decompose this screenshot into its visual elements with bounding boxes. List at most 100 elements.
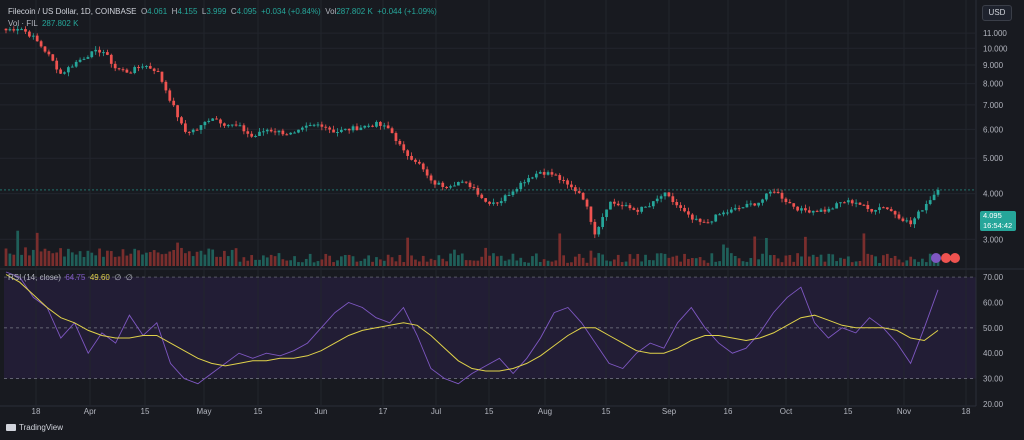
time-tick-label: Jun xyxy=(315,407,328,416)
volume-bar xyxy=(706,262,710,266)
candle-body xyxy=(363,125,367,128)
volume-bar xyxy=(905,260,909,266)
rsi-extra-value-2: ∅ xyxy=(125,273,133,282)
candle-body xyxy=(258,131,261,137)
candle-body xyxy=(417,161,421,164)
candle-body xyxy=(441,182,445,187)
candle-body xyxy=(414,159,417,162)
event-flag-icon[interactable] xyxy=(931,253,941,263)
volume-bar xyxy=(359,260,363,266)
volume-bar xyxy=(363,258,367,266)
volume-bar xyxy=(429,258,433,266)
volume-legend-value: 287.802 K xyxy=(41,19,79,28)
volume-bar xyxy=(156,252,160,266)
volume-bar xyxy=(125,255,129,266)
volume-bar xyxy=(488,255,491,266)
currency-button[interactable]: USD xyxy=(982,5,1012,21)
rsi-ma-value: 49.60 xyxy=(89,273,110,282)
candle-body xyxy=(885,207,889,210)
price-tick-label: 11.000 xyxy=(983,29,1007,38)
volume-bar xyxy=(464,260,468,266)
price-pane[interactable] xyxy=(0,0,976,268)
candle-body xyxy=(698,218,702,222)
price-tick-label: 6.000 xyxy=(983,125,1004,134)
candle-body xyxy=(827,208,831,212)
volume-bar xyxy=(714,261,718,266)
volume-bar xyxy=(800,256,803,266)
volume-bar xyxy=(620,262,624,266)
candle-body xyxy=(180,117,183,124)
volume-bar xyxy=(86,250,90,266)
high-value: 4.155 xyxy=(177,7,198,16)
time-tick-label: May xyxy=(196,407,211,416)
candle-body xyxy=(874,210,877,212)
volume-bar xyxy=(640,261,643,266)
candle-body xyxy=(47,51,51,55)
candle-body xyxy=(160,71,164,82)
volume-bar xyxy=(909,256,913,266)
volume-bar xyxy=(819,254,823,266)
time-tick-label: Jul xyxy=(431,407,441,416)
volume-bar xyxy=(784,255,788,266)
volume-bar xyxy=(823,261,827,266)
candle-body xyxy=(519,182,523,189)
symbol-title[interactable]: Filecoin / US Dollar, 1D, COINBASE xyxy=(8,7,137,16)
candle-body xyxy=(421,163,425,170)
open-label: O xyxy=(140,7,148,16)
candle-body xyxy=(554,174,558,176)
volume-bar xyxy=(351,256,355,266)
candle-body xyxy=(351,126,355,131)
candle-body xyxy=(757,202,760,206)
candle-body xyxy=(262,131,265,133)
candle-body xyxy=(343,128,347,130)
time-tick-label: 18 xyxy=(962,407,971,416)
candle-body xyxy=(242,125,246,132)
vol-change-value: +0.044 (+1.09%) xyxy=(377,7,437,16)
tradingview-logo[interactable]: TradingView xyxy=(6,423,63,432)
volume-bar xyxy=(102,256,105,266)
candle-body xyxy=(616,203,620,206)
volume-bar xyxy=(51,253,55,266)
volume-bar xyxy=(281,259,285,266)
candle-body xyxy=(176,105,179,118)
earnings-flag-icon[interactable] xyxy=(950,253,960,263)
volume-legend-label[interactable]: Vol · FIL xyxy=(8,19,38,28)
volume-bar xyxy=(710,253,714,266)
candle-body xyxy=(710,221,714,223)
volume-bar xyxy=(324,253,328,266)
time-tick-label: 16 xyxy=(724,407,733,416)
volume-bar xyxy=(320,259,324,266)
candle-body xyxy=(74,61,78,67)
volume-bar xyxy=(827,253,831,266)
volume-bar xyxy=(265,257,269,266)
volume-bar xyxy=(90,252,94,266)
dividend-flag-icon[interactable] xyxy=(941,253,951,263)
volume-bar xyxy=(375,257,378,266)
rsi-legend-label[interactable]: RSI (14, close) xyxy=(8,273,61,282)
volume-bar xyxy=(301,262,304,266)
volume-bar xyxy=(137,250,140,266)
candle-body xyxy=(815,210,819,212)
volume-bar xyxy=(328,255,332,266)
candle-body xyxy=(718,214,721,216)
volume-bar xyxy=(917,261,920,266)
candle-body xyxy=(772,191,776,193)
time-tick-label: 17 xyxy=(379,407,388,416)
candle-body xyxy=(184,123,187,132)
candle-body xyxy=(636,209,640,212)
volume-bar xyxy=(215,256,218,266)
candle-body xyxy=(437,182,441,185)
volume-bar xyxy=(636,253,640,266)
volume-bar xyxy=(226,256,230,266)
volume-bar xyxy=(581,257,585,266)
candle-body xyxy=(336,131,339,133)
candle-body xyxy=(164,81,168,91)
volume-bar xyxy=(928,253,932,266)
candle-body xyxy=(562,180,566,182)
candle-body xyxy=(749,203,753,205)
volume-bar xyxy=(616,254,620,266)
candle-body xyxy=(745,203,749,208)
candle-body xyxy=(129,72,133,74)
volume-bar xyxy=(792,261,796,266)
